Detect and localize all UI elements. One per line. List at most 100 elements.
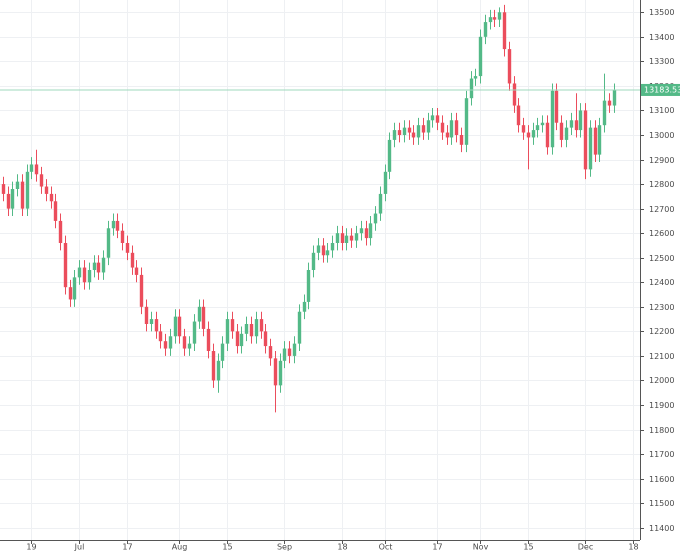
grid [0, 0, 640, 540]
candle-body [430, 115, 435, 121]
candle-body [492, 17, 497, 20]
y-tick-label: 13500 [649, 8, 674, 17]
candle-body [411, 132, 416, 138]
y-tick-label: 11700 [649, 450, 674, 459]
candle-body [368, 223, 373, 239]
candle-body [597, 125, 602, 155]
last-price-tag [641, 83, 680, 96]
candle-body [134, 267, 139, 275]
x-tick-label: Jul [74, 543, 85, 552]
candle-body [130, 252, 135, 268]
candle-body [426, 120, 431, 133]
y-tick-label: 12300 [649, 303, 674, 312]
candle-body [163, 341, 168, 349]
candle-body [254, 319, 259, 337]
candle-body [278, 360, 283, 386]
candle-body [593, 127, 598, 155]
y-tick-label: 12600 [649, 229, 674, 238]
candle-body [168, 336, 173, 349]
candle-body [225, 319, 230, 344]
candles [0, 4, 640, 413]
x-tick-label: 19 [26, 543, 36, 552]
y-tick-label: 13300 [649, 57, 674, 66]
candle-body [435, 115, 440, 123]
last-price-label: 13183.53 [644, 85, 680, 94]
candle-body [321, 245, 326, 256]
candle-body [311, 252, 316, 270]
candle-body [449, 120, 454, 138]
candle-body [454, 120, 459, 135]
candle-body [302, 301, 307, 312]
candle-body [588, 127, 593, 170]
candle-body [416, 125, 421, 138]
candle-body [292, 343, 297, 356]
candle-body [106, 228, 111, 258]
candle-body [182, 336, 187, 349]
candle-body [569, 120, 574, 128]
candle-body [407, 127, 412, 133]
candle-body [29, 164, 34, 172]
candle-body [373, 213, 378, 224]
candle-body [354, 233, 359, 241]
candle-body [387, 139, 392, 172]
candle-body [512, 83, 517, 106]
candle-body [340, 233, 345, 243]
x-tick-label: 17 [432, 543, 442, 552]
candle-body [540, 122, 545, 126]
candle-body [77, 267, 82, 278]
x-tick-label: Nov [473, 543, 489, 552]
candle-body [559, 122, 564, 140]
candle-body [287, 348, 292, 356]
y-tick-label: 12200 [649, 327, 674, 336]
candle-body [397, 130, 402, 135]
candle-body [364, 228, 369, 239]
candle-body [521, 125, 526, 133]
candle-body [173, 316, 178, 337]
candle-body [325, 250, 330, 256]
candle-body [72, 277, 77, 300]
candle-body [383, 171, 388, 194]
y-tick-label: 12900 [649, 156, 674, 165]
candle-body [335, 233, 340, 243]
candle-body [469, 78, 474, 99]
candle-body [39, 174, 44, 187]
candle-body [44, 186, 49, 194]
candle-body [378, 193, 383, 214]
candle-body [15, 181, 20, 189]
x-tick-label: 15 [523, 543, 533, 552]
candle-body [10, 189, 15, 209]
candle-body [82, 267, 87, 283]
y-tick-label: 12500 [649, 254, 674, 263]
candle-body [125, 243, 130, 253]
candle-body [211, 351, 216, 381]
candle-body [115, 220, 120, 231]
y-tick-label: 11400 [649, 524, 674, 533]
candle-body [330, 243, 335, 251]
candle-body [488, 17, 493, 23]
y-tick-label: 11600 [649, 475, 674, 484]
x-tick-label: 18 [628, 543, 638, 552]
candle-body [402, 127, 407, 135]
x-tick-label: Aug [172, 543, 188, 552]
y-tick-label: 11900 [649, 401, 674, 410]
candle-body [87, 270, 92, 283]
candle-body [249, 324, 254, 337]
candle-body [516, 105, 521, 126]
candle-body [483, 22, 488, 37]
candle-body [6, 193, 11, 209]
candle-body [197, 306, 202, 322]
candle-body [421, 125, 426, 133]
candle-body [316, 245, 321, 253]
candle-body [206, 328, 211, 351]
candle-body [507, 49, 512, 84]
candle-body [464, 98, 469, 145]
candle-body [578, 110, 583, 131]
candle-body [297, 311, 302, 344]
candle-body [344, 235, 349, 243]
y-tick-label: 13400 [649, 33, 674, 42]
x-tick-label: Dec [578, 543, 593, 552]
candle-body [282, 348, 287, 361]
candle-body [34, 164, 39, 175]
candle-body [473, 76, 478, 79]
